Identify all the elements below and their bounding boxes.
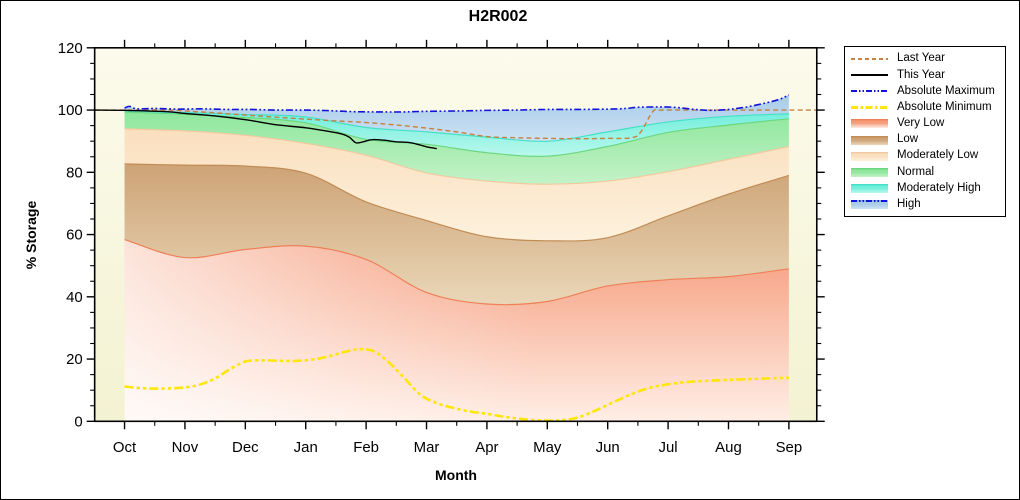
legend-label-normal: Normal (897, 165, 935, 178)
chart-title: H2R002 (468, 8, 528, 25)
abs_min-line-sample (851, 106, 888, 110)
x-tick-label-May: May (533, 439, 562, 456)
legend-item-very_low: Very Low (851, 116, 1001, 132)
legend-item-last_year: Last Year (851, 51, 1001, 67)
x-tick-label-Jan: Jan (294, 439, 318, 456)
legend-swatch-high (851, 200, 888, 210)
y-tick-label-20: 20 (66, 351, 83, 368)
legend-label-high: High (897, 198, 921, 211)
legend-item-mod_low: Moderately Low (851, 148, 1001, 164)
legend-swatch-low (851, 135, 888, 145)
x-tick-label-Nov: Nov (172, 439, 199, 456)
absolute-minimum-line (124, 347, 789, 422)
low-band-sample (851, 135, 888, 145)
legend-item-high: High (851, 197, 1001, 213)
band-mod_high-fill (124, 110, 789, 157)
x-tick-label-Feb: Feb (353, 439, 379, 456)
x-tick-label-Apr: Apr (475, 439, 498, 456)
x-tick-label-Mar: Mar (414, 439, 440, 456)
y-tick-label-60: 60 (66, 227, 83, 244)
very_low-band-sample (851, 119, 888, 129)
normal-band-sample (851, 167, 888, 177)
legend-item-mod_high: Moderately High (851, 181, 1001, 197)
legend-label-low: Low (897, 133, 919, 146)
high-band-sample (851, 200, 888, 210)
legend-item-normal: Normal (851, 164, 1001, 180)
legend-item-abs_max: Absolute Maximum (851, 83, 1001, 99)
band-low-top-line (124, 163, 790, 242)
legend-swatch-mod_high (851, 184, 888, 194)
band-normal-top-line (124, 111, 789, 157)
this_year-line-sample (851, 74, 888, 77)
last_year-line-sample (851, 58, 888, 61)
legend-swatch-normal (851, 167, 888, 177)
mod_low-band-sample (851, 151, 888, 161)
band-mod_low-top-line (124, 128, 790, 185)
x-tick-label-Oct: Oct (113, 439, 137, 456)
y-tick-label-120: 120 (58, 40, 83, 57)
band-mod_high-top-line (124, 110, 789, 142)
last-year-line (94, 108, 817, 140)
band-very_low-whitefade (124, 239, 789, 422)
x-tick-label-Sep: Sep (776, 439, 803, 456)
legend-swatch-very_low (851, 119, 888, 129)
this-year-line (94, 109, 437, 150)
mod_high-band-sample (851, 184, 888, 194)
legend-swatch-this_year (851, 74, 888, 77)
band-very_low-top-line (124, 238, 789, 306)
legend-label-this_year: This Year (897, 68, 945, 81)
band-low-fill (124, 163, 789, 305)
legend-swatch-mod_low (851, 151, 888, 161)
x-tick-label-Dec: Dec (232, 439, 259, 456)
absolute-maximum-line (124, 94, 790, 113)
legend-label-very_low: Very Low (897, 117, 945, 130)
x-tick-label-Jun: Jun (596, 439, 620, 456)
legend-item-this_year: This Year (851, 67, 1001, 83)
abs-max-overlay-sample (851, 200, 888, 203)
legend-label-last_year: Last Year (897, 52, 945, 65)
band-normal-fill (124, 111, 789, 185)
legend-label-mod_low: Moderately Low (897, 149, 979, 162)
legend-swatch-last_year (851, 58, 888, 61)
y-tick-label-100: 100 (58, 102, 83, 119)
legend: Last Year This Year Absolute Maximum Absolu… (844, 46, 1006, 217)
legend-item-low: Low (851, 132, 1001, 148)
band-high-fill (124, 94, 789, 142)
y-tick-label-0: 0 (74, 413, 82, 430)
y-axis-title: % Storage (23, 200, 39, 270)
legend-label-abs_max: Absolute Maximum (897, 84, 995, 97)
y-tick-label-40: 40 (66, 289, 83, 306)
legend-item-abs_min: Absolute Minimum (851, 100, 1001, 116)
abs_max-line-sample (851, 90, 888, 93)
legend-swatch-abs_min (851, 106, 888, 110)
x-tick-label-Aug: Aug (715, 439, 742, 456)
legend-label-mod_high: Moderately High (897, 181, 981, 194)
legend-swatch-abs_max (851, 90, 888, 93)
y-tick-label-80: 80 (66, 164, 83, 181)
x-axis-title: Month (435, 467, 477, 483)
band-mod_low-fill (124, 128, 789, 241)
legend-label-abs_min: Absolute Minimum (897, 100, 992, 113)
x-tick-label-Jul: Jul (659, 439, 678, 456)
